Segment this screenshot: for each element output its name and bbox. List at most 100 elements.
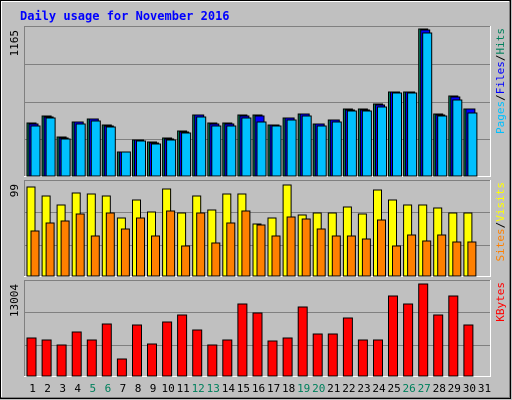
x-tick-label-day-15: 15	[237, 382, 250, 395]
bar-kbytes-day-13	[207, 344, 218, 377]
legend-entry: Hits	[494, 28, 507, 55]
bar-sites-day-28	[437, 234, 447, 277]
bar-pages-day-7	[120, 151, 131, 177]
x-tick-label-day-11: 11	[177, 382, 190, 395]
bar-pages-day-6	[105, 126, 116, 177]
bar-sites-day-19	[301, 218, 311, 277]
chart-bars	[26, 28, 478, 377]
x-tick-label-day-31: 31	[478, 382, 491, 395]
bar-sites-day-7	[120, 228, 130, 277]
legend-entry: Visits	[494, 182, 507, 222]
bar-kbytes-day-26	[403, 303, 414, 377]
bar-pages-day-20	[316, 125, 327, 177]
bar-pages-day-21	[331, 121, 342, 177]
bar-pages-day-17	[271, 125, 282, 177]
bar-pages-day-25	[392, 92, 402, 177]
bar-kbytes-day-20	[312, 333, 323, 377]
x-tick-label-day-30: 30	[463, 382, 476, 395]
legend-entry: Sites	[494, 228, 507, 261]
bar-pages-day-18	[286, 119, 297, 177]
x-tick-label-day-13: 13	[207, 382, 220, 395]
panel-kbytes-ymax-label: 13004	[8, 284, 21, 317]
bar-kbytes-day-3	[56, 344, 67, 377]
bar-pages-day-28	[437, 115, 448, 177]
x-tick-label-day-23: 23	[357, 382, 370, 395]
bar-pages-day-4	[75, 123, 86, 177]
bar-sites-day-22	[346, 235, 356, 277]
bar-sites-day-8	[136, 217, 145, 277]
bar-kbytes-day-16	[252, 312, 263, 377]
bar-pages-day-26	[407, 92, 418, 177]
bar-sites-day-14	[226, 222, 236, 277]
x-tick-label-day-7: 7	[120, 382, 127, 395]
bar-pages-day-12	[196, 116, 207, 177]
bar-sites-day-30	[467, 241, 477, 277]
bar-sites-day-17	[271, 235, 281, 277]
bar-pages-day-23	[361, 110, 372, 177]
bar-sites-day-12	[196, 212, 206, 277]
bar-kbytes-day-23	[357, 339, 368, 377]
bar-kbytes-day-22	[342, 317, 353, 377]
x-tick-label-day-24: 24	[372, 382, 386, 395]
x-tick-label-day-4: 4	[74, 382, 81, 395]
bar-kbytes-day-7	[116, 358, 127, 377]
bar-kbytes-day-8	[132, 324, 142, 377]
legend-entry: /	[494, 94, 507, 101]
legend-entry: /	[494, 222, 507, 229]
x-tick-label-day-14: 14	[222, 382, 236, 395]
bar-sites-day-6	[105, 212, 115, 277]
bar-kbytes-day-6	[101, 323, 112, 377]
x-tick-label-day-22: 22	[342, 382, 355, 395]
bar-kbytes-day-4	[71, 331, 82, 377]
bar-sites-day-25	[392, 245, 401, 277]
x-tick-label-day-9: 9	[150, 382, 157, 395]
panel-pages-files-hits-legend: Pages/Files/Hits	[494, 28, 507, 134]
legend-entry: Pages	[494, 101, 507, 134]
bar-pages-day-30	[467, 112, 478, 177]
legend-entry: Files	[494, 61, 507, 94]
bar-sites-day-15	[241, 210, 251, 277]
bar-kbytes-day-12	[192, 329, 203, 377]
bar-sites-day-26	[407, 234, 417, 277]
x-axis-tick-labels: 1 2 3 4 5 6 7 8 9 10 11 12 13 14 15 16 17 18 19 20 21 22 23 24 2…	[29, 382, 491, 395]
bar-pages-day-5	[90, 120, 101, 177]
bar-sites-day-10	[166, 210, 176, 277]
x-tick-label-day-17: 17	[267, 382, 280, 395]
bar-pages-day-9	[151, 143, 161, 177]
bar-sites-day-27	[422, 240, 432, 277]
bar-kbytes-day-21	[327, 333, 338, 377]
x-tick-label-day-28: 28	[433, 382, 446, 395]
bar-kbytes-day-30	[463, 324, 474, 377]
bar-sites-day-1	[30, 230, 40, 277]
bar-kbytes-day-11	[177, 314, 188, 377]
bar-pages-day-19	[301, 115, 312, 177]
bar-sites-day-13	[211, 242, 221, 277]
bar-pages-day-22	[346, 110, 357, 177]
bar-kbytes-day-18	[282, 337, 293, 377]
bar-pages-day-11	[181, 132, 192, 177]
bar-pages-day-3	[60, 138, 71, 177]
bar-pages-day-24	[377, 106, 387, 177]
bar-sites-day-18	[286, 216, 296, 277]
panel-kbytes-legend: KBytes	[494, 282, 507, 322]
bar-kbytes-day-24	[373, 339, 383, 377]
bar-sites-day-5	[90, 235, 100, 277]
bar-sites-day-16	[256, 224, 266, 277]
x-tick-label-day-3: 3	[59, 382, 66, 395]
bar-sites-day-29	[452, 241, 462, 277]
x-tick-label-day-8: 8	[135, 382, 142, 395]
x-tick-label-day-21: 21	[327, 382, 340, 395]
bar-sites-day-2	[45, 222, 55, 277]
bar-kbytes-day-29	[448, 295, 459, 377]
legend-entry: KBytes	[494, 282, 507, 322]
bar-kbytes-day-25	[388, 295, 398, 377]
x-tick-label-day-19: 19	[297, 382, 310, 395]
bar-kbytes-day-1	[26, 337, 37, 377]
x-tick-label-day-2: 2	[44, 382, 51, 395]
x-tick-label-day-26: 26	[402, 382, 415, 395]
bar-kbytes-day-9	[147, 343, 157, 377]
x-tick-label-day-6: 6	[105, 382, 112, 395]
bar-kbytes-day-15	[237, 303, 248, 377]
